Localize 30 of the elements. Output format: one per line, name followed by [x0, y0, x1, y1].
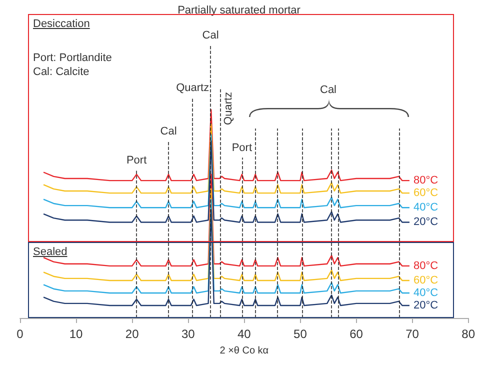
ref-line-label: Cal [160, 126, 177, 138]
ref-line-label: Cal [202, 30, 219, 42]
text: Cal: Calcite [33, 66, 90, 79]
annotation: Sealed [33, 246, 68, 259]
series-label: 20°C [413, 216, 438, 228]
series-label: 80°C [413, 260, 438, 272]
x-tick-label: 20 [125, 327, 140, 341]
ref-line-label: Quartz [176, 82, 210, 94]
ref-line-label: Quartz [222, 92, 235, 125]
series-label: 40°C [413, 202, 438, 214]
series-label: 40°C [413, 287, 438, 300]
x-tick-label: 70 [406, 327, 420, 341]
x-axis-title: 2 ×θ Co kα [220, 346, 269, 356]
ref-line-label: Port [126, 154, 147, 167]
x-tick-label: 40 [237, 327, 252, 341]
series-label: 20°C [413, 300, 438, 312]
x-tick-label: 80 [462, 327, 476, 341]
text: Cal [320, 84, 337, 97]
x-tick-label: 30 [181, 327, 196, 341]
text: Desiccation [33, 18, 90, 31]
ref-line-label: Port [232, 142, 252, 154]
x-tick-label: 0 [16, 327, 24, 341]
series-label: 80°C [413, 174, 438, 187]
text: Port: Portlandite [33, 52, 112, 65]
x-tick-label: 60 [350, 327, 364, 341]
chart-title: Partially saturated mortar [178, 4, 301, 16]
x-tick-label: 50 [294, 327, 308, 341]
x-tick-label: 10 [69, 327, 84, 341]
series-label: 60°C [413, 187, 438, 200]
series-label: 60°C [413, 274, 438, 287]
